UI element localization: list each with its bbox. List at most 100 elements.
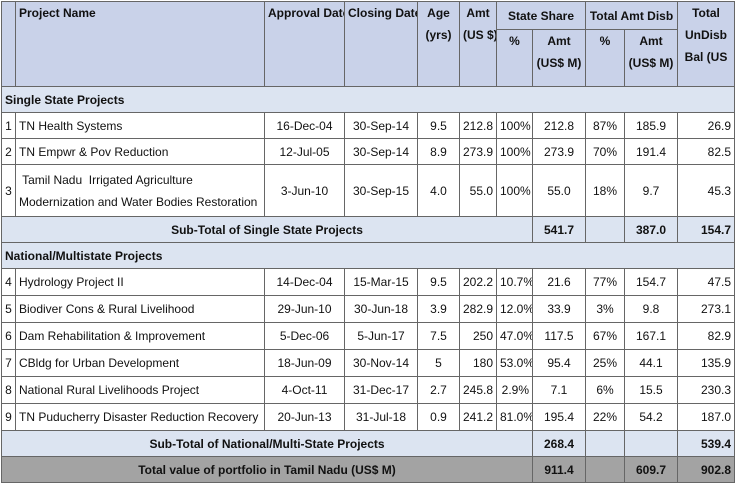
row-approval-date: 16-Dec-04 — [264, 112, 345, 139]
row-project-name: TN Health Systems — [15, 112, 265, 139]
row-state-pct: 12.0% — [496, 295, 533, 323]
header-row-2: % Amt (US$ M) % Amt (US$ M) — [2, 29, 735, 87]
row-state-amt: 55.0 — [532, 164, 586, 217]
subtotal-disb-amt — [624, 430, 678, 457]
table-row: 3 Tamil Nadu Irrigated Agriculture Moder… — [1, 164, 735, 217]
row-approval-date: 20-Jun-13 — [264, 403, 345, 431]
row-state-pct: 2.9% — [496, 376, 533, 404]
subtotal-row-single-state: Sub-Total of Single State Projects 541.7… — [1, 216, 735, 243]
row-disb-amt: 15.5 — [624, 376, 678, 404]
row-amt: 55.0 — [459, 164, 497, 217]
section-header-single-state: Single State Projects — [1, 86, 735, 113]
row-approval-date: 5-Dec-06 — [264, 322, 345, 350]
row-approval-date: 4-Oct-11 — [264, 376, 345, 404]
header-state-pct: % — [496, 29, 533, 87]
header-row-1: Project Name Approval Date Closing Date … — [1, 1, 735, 87]
row-closing-date: 30-Nov-14 — [344, 349, 418, 377]
row-age: 4.0 — [417, 164, 460, 217]
row-closing-date: 31-Jul-18 — [344, 403, 418, 431]
row-state-amt: 212.8 — [532, 112, 586, 139]
row-project-name: Tamil Nadu Irrigated Agriculture Moderni… — [15, 164, 265, 217]
header-age-line1: Age — [427, 6, 450, 20]
header-undisb-line1: Total — [692, 6, 720, 20]
row-closing-date: 30-Sep-14 — [344, 138, 418, 165]
row-state-amt: 33.9 — [532, 295, 586, 323]
table-row: 7 CBldg for Urban Development 18-Jun-09 … — [1, 349, 735, 377]
subtotal-disb-pct — [585, 430, 625, 457]
subtotal-undisb: 154.7 — [677, 216, 735, 243]
subtotal-state-amt: 268.4 — [532, 430, 586, 457]
header-disb-amt-line1: Amt — [639, 34, 663, 48]
row-state-amt: 273.9 — [532, 138, 586, 165]
row-disb-pct: 25% — [585, 349, 625, 377]
row-amt: 282.9 — [459, 295, 497, 323]
subtotal-disb-amt: 387.0 — [624, 216, 678, 243]
row-closing-date: 30-Sep-14 — [344, 112, 418, 139]
row-no: 5 — [1, 295, 16, 323]
total-row: Total value of portfolio in Tamil Nadu (… — [1, 456, 735, 483]
row-amt: 180 — [459, 349, 497, 377]
total-state-amt: 911.4 — [532, 456, 586, 483]
row-project-name: TN Puducherry Disaster Reduction Recover… — [15, 403, 265, 431]
row-no: 2 — [1, 138, 16, 165]
row-closing-date: 31-Dec-17 — [344, 376, 418, 404]
row-project-name: CBldg for Urban Development — [15, 349, 265, 377]
row-disb-pct: 18% — [585, 164, 625, 217]
subtotal-row-national: Sub-Total of National/Multi-State Projec… — [1, 430, 735, 457]
row-state-pct: 47.0% — [496, 322, 533, 350]
row-disb-amt: 167.1 — [624, 322, 678, 350]
row-approval-date: 12-Jul-05 — [264, 138, 345, 165]
row-disb-amt: 9.7 — [624, 164, 678, 217]
row-closing-date: 30-Jun-18 — [344, 295, 418, 323]
header-state-amt: Amt (US$ M) — [532, 29, 586, 87]
row-no: 3 — [1, 164, 16, 217]
row-undisb: 26.9 — [677, 112, 735, 139]
row-project-name-line2: Modernization and Water Bodies Restorati… — [19, 194, 258, 209]
row-disb-amt: 191.4 — [624, 138, 678, 165]
row-disb-pct: 6% — [585, 376, 625, 404]
table-row: 8 National Rural Livelihoods Project 4-O… — [1, 376, 735, 404]
table-row: 4 Hydrology Project II 14-Dec-04 15-Mar-… — [1, 268, 735, 296]
row-disb-pct: 22% — [585, 403, 625, 431]
row-disb-amt: 54.2 — [624, 403, 678, 431]
header-closing-date: Closing Date — [344, 1, 418, 87]
header-undisb-line3: Bal (US — [684, 50, 728, 64]
row-closing-date: 15-Mar-15 — [344, 268, 418, 296]
row-disb-pct: 77% — [585, 268, 625, 296]
row-age: 5 — [417, 349, 460, 377]
row-undisb: 45.3 — [677, 164, 735, 217]
row-amt: 212.8 — [459, 112, 497, 139]
row-state-pct: 100% — [496, 112, 533, 139]
header-undisb: Total UnDisb Bal (US — [677, 1, 735, 87]
row-no: 6 — [1, 322, 16, 350]
row-age: 9.5 — [417, 112, 460, 139]
row-state-amt: 21.6 — [532, 268, 586, 296]
header-approval-date: Approval Date — [264, 1, 345, 87]
row-undisb: 273.1 — [677, 295, 735, 323]
row-project-name: Biodiver Cons & Rural Livelihood — [15, 295, 265, 323]
header-amt: Amt (US $) — [459, 1, 497, 87]
row-state-pct: 10.7% — [496, 268, 533, 296]
subtotal-label: Sub-Total of Single State Projects — [1, 216, 533, 243]
row-project-name: Hydrology Project II — [15, 268, 265, 296]
table-row: 6 Dam Rehabilitation & Improvement 5-Dec… — [1, 322, 735, 350]
row-undisb: 187.0 — [677, 403, 735, 431]
row-project-name: Dam Rehabilitation & Improvement — [15, 322, 265, 350]
header-amt-line1: Amt — [466, 6, 490, 20]
row-state-amt: 7.1 — [532, 376, 586, 404]
row-disb-pct: 70% — [585, 138, 625, 165]
header-state-amt-line1: Amt — [547, 34, 571, 48]
row-no: 9 — [1, 403, 16, 431]
row-project-name-line1: Tamil Nadu Irrigated Agriculture — [19, 172, 193, 187]
total-disb-amt: 609.7 — [624, 456, 678, 483]
header-state-share: State Share — [496, 1, 586, 30]
row-no: 4 — [1, 268, 16, 296]
header-disb-amt: Amt (US$ M) — [624, 29, 678, 87]
row-disb-amt: 9.8 — [624, 295, 678, 323]
header-disb-amt-line2: (US$ M) — [628, 56, 674, 70]
row-amt: 273.9 — [459, 138, 497, 165]
row-approval-date: 18-Jun-09 — [264, 349, 345, 377]
row-undisb: 82.9 — [677, 322, 735, 350]
row-project-name: TN Empwr & Pov Reduction — [15, 138, 265, 165]
